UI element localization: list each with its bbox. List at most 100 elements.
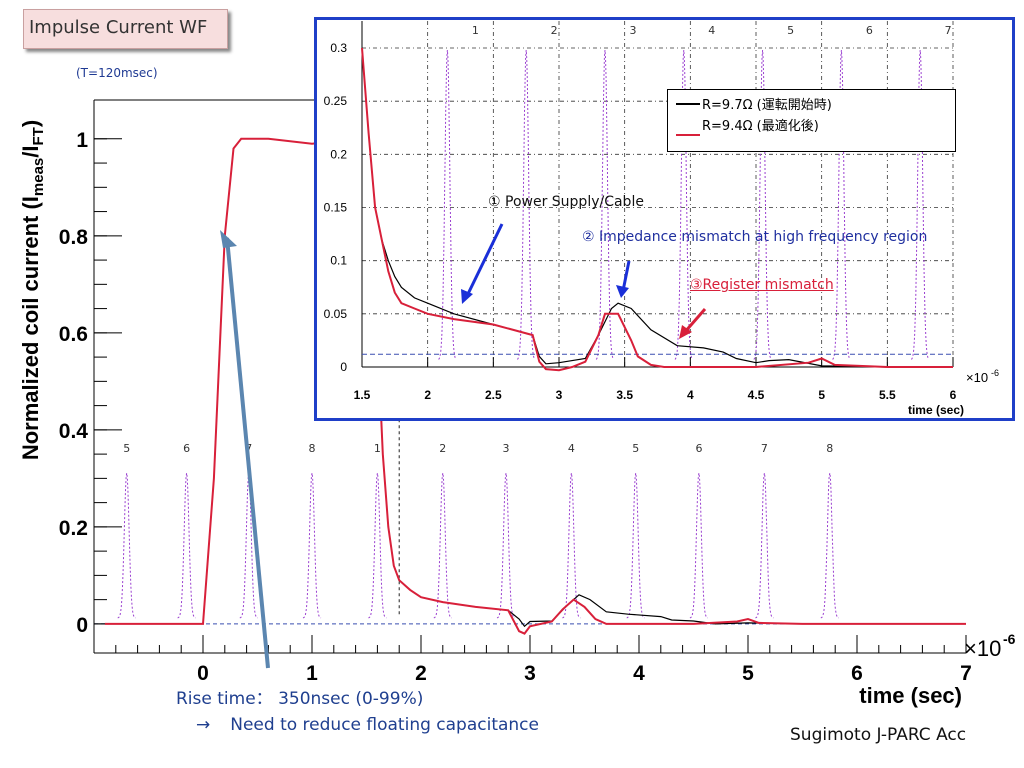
inset-x-tick-label: 5 <box>818 388 825 402</box>
legend-black-swatch <box>676 103 700 105</box>
y-label-part: ) <box>18 120 43 127</box>
inset-x-tick-label: 1.5 <box>354 388 371 402</box>
bunch-pulse <box>496 472 516 619</box>
annotation-power-supply: ① Power Supply/Cable <box>488 194 644 210</box>
y-label-part: Normalized coil current (I <box>18 196 43 460</box>
main-x-tick-label: 5 <box>742 662 754 685</box>
inset-y-tick-label: 0.25 <box>324 94 348 108</box>
main-y-tick-label: 0.8 <box>59 226 89 249</box>
y-label-part: /I <box>18 145 43 157</box>
main-y-tick-label: 0 <box>76 614 88 637</box>
inset-x-tick-label: 4.5 <box>748 388 765 402</box>
legend-label-red: R=9.4Ω (最適化後) <box>702 119 819 134</box>
inset-y-tick-label: 0.1 <box>330 254 347 268</box>
need-note-text: Need to reduce floating capacitance <box>230 715 539 735</box>
inset-x-tick-label: 5.5 <box>879 388 896 402</box>
inset-y-tick-label: 0 <box>340 360 347 374</box>
main-plot: 5678123456780123456700.20.40.60.81Normal… <box>18 99 1016 708</box>
rise-time-arrow-shaft <box>225 237 270 669</box>
bunch-number-label: 7 <box>761 442 768 455</box>
bunch-number-label: 3 <box>503 442 510 455</box>
bunch-pulse <box>755 472 774 619</box>
inset-x-scale-label: ×10 <box>966 370 988 385</box>
inset-x-tick-label: 6 <box>950 388 957 402</box>
inset-x-tick-label: 2.5 <box>485 388 502 402</box>
arrow-impedance-head <box>616 285 629 298</box>
bunch-number-label: 8 <box>309 442 316 455</box>
slide-title: Impulse Current WF <box>23 9 228 49</box>
bunch-number-label: 4 <box>568 442 575 455</box>
y-label-subscript: meas <box>30 158 47 196</box>
annotation-impedance: ② Impedance mismatch at high frequency r… <box>582 229 928 245</box>
inset-y-tick-label: 0.05 <box>324 307 348 321</box>
bunch-number-label: 6 <box>183 442 190 455</box>
main-x-tick-label: 0 <box>197 662 209 685</box>
main-x-tick-label: 7 <box>960 662 972 685</box>
inset-x-tick-label: 3 <box>556 388 563 402</box>
arrow-right-icon: → <box>196 715 211 735</box>
main-x-tick-label: 3 <box>524 662 536 685</box>
inset-bunch-number-label: 1 <box>472 24 479 37</box>
inset-bunch-pulse <box>595 49 615 360</box>
main-x-tick-label: 1 <box>306 662 318 685</box>
bunch-number-label: 8 <box>826 442 833 455</box>
arrow-power-supply-shaft <box>465 223 504 297</box>
main-x-tick-label: 2 <box>415 662 427 685</box>
inset-y-tick-label: 0.2 <box>330 147 347 161</box>
bunch-number-label: 1 <box>374 442 381 455</box>
bunch-pulse <box>562 472 581 619</box>
inset-bunch-number-label: 7 <box>945 24 952 37</box>
annotation-register: ③Register mismatch <box>690 277 834 293</box>
inset-bunch-pulse <box>674 49 693 360</box>
arrow-power-supply-head <box>461 289 473 304</box>
main-y-tick-label: 0.4 <box>59 420 89 443</box>
bunch-number-label: 2 <box>439 442 446 455</box>
inset-bunch-pulse <box>911 49 930 360</box>
arrow-impedance-shaft <box>621 260 631 292</box>
bunch-number-label: 5 <box>632 442 639 455</box>
inset-x-axis-label: time (sec) <box>908 403 964 417</box>
bunch-pulse <box>117 472 136 619</box>
bunch-pulse <box>626 472 645 619</box>
inset-y-tick-label: 0.3 <box>330 41 347 55</box>
inset-bunch-number-label: 6 <box>866 24 873 37</box>
main-y-tick-label: 1 <box>76 129 88 152</box>
inset-bunch-pulse <box>832 49 851 360</box>
need-note: → Need to reduce floating capacitance <box>196 715 539 735</box>
inset-x-tick-label: 2 <box>424 388 431 402</box>
main-x-tick-label: 4 <box>633 662 645 685</box>
main-series-red <box>104 137 966 635</box>
inset-bunch-number-label: 4 <box>708 24 715 37</box>
inset-series-red <box>361 47 953 372</box>
inset-x-scale-exp: -6 <box>991 368 999 378</box>
legend-label-black: R=9.7Ω (運転開始時) <box>702 98 832 113</box>
rise-time-note: Rise time： 350nsec (0-99%) <box>176 689 424 709</box>
main-x-axis-label: time (sec) <box>859 683 962 708</box>
main-x-tick-label: 6 <box>851 662 863 685</box>
main-x-scale-label: ×10 <box>964 636 1001 661</box>
rise-time-arrow-head <box>220 230 237 248</box>
y-label-subscript: FT <box>30 127 47 145</box>
inset-bunch-number-label: 5 <box>787 24 794 37</box>
period-label: (T=120msec) <box>76 66 158 80</box>
bunch-number-label: 6 <box>695 442 702 455</box>
main-y-axis-label: Normalized coil current (Imeas/IFT) <box>18 120 47 460</box>
inset-series-black <box>361 47 953 368</box>
bunch-pulse <box>368 472 387 619</box>
main-y-tick-label: 0.2 <box>59 517 88 540</box>
inset-x-tick-label: 4 <box>687 388 694 402</box>
bunch-number-label: 5 <box>123 442 130 455</box>
arrow-register-head <box>679 325 692 339</box>
inset-bunch-number-label: 2 <box>551 24 558 37</box>
bunch-pulse <box>302 472 322 619</box>
inset-bunch-pulse <box>438 49 457 360</box>
main-y-tick-label: 0.6 <box>59 323 88 346</box>
inset-background <box>316 19 1013 419</box>
inset-bunch-pulse <box>753 49 772 360</box>
inset-bunch-number-label: 3 <box>629 24 636 37</box>
credit: Sugimoto J-PARC Acc <box>790 725 967 745</box>
inset-legend: R=9.7Ω (運転開始時) R=9.4Ω (最適化後) <box>667 89 956 152</box>
inset-x-tick-label: 3.5 <box>616 388 633 402</box>
inset-plot: 1 2 3 4 5 6 7 1.5 2 2.5 3 3.5 4 4.5 5 5.5 6 0 0.05 0.1 0.15 0… <box>324 21 999 417</box>
